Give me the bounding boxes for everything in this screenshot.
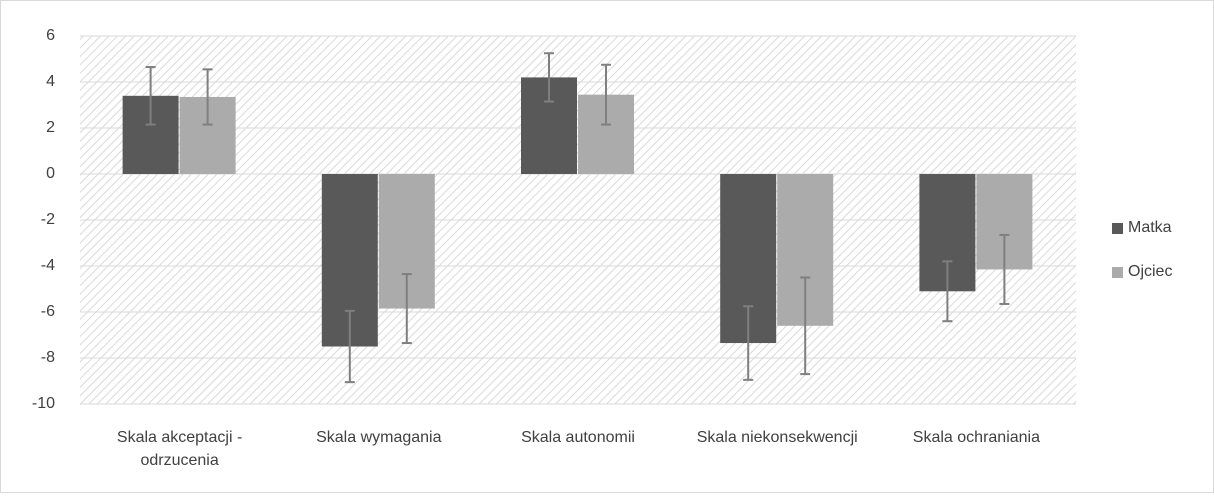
error-bar xyxy=(344,309,355,384)
x-tick-label-line: Skala ochraniania xyxy=(913,429,1040,446)
y-tick-label: 6 xyxy=(46,27,55,44)
x-tick-label: Skala wymagania xyxy=(316,429,442,446)
y-tick-label: -6 xyxy=(41,303,55,320)
error-bar xyxy=(800,276,811,376)
x-tick-label-line: Skala autonomii xyxy=(521,429,635,446)
legend-swatch xyxy=(1112,223,1123,234)
error-bar xyxy=(743,305,754,381)
x-tick-label-line: Skala niekonsekwencji xyxy=(697,429,858,446)
y-tick-label: -8 xyxy=(41,349,55,366)
x-tick-label: Skala akceptacji - odrzucenia xyxy=(117,429,242,469)
x-tick-label: Skala autonomii xyxy=(521,429,635,446)
y-tick-label: 0 xyxy=(46,165,55,182)
y-tick-label: -10 xyxy=(32,395,55,412)
error-bar xyxy=(202,68,213,126)
error-bar xyxy=(145,66,156,126)
x-tick-label-line: Skala wymagania xyxy=(316,429,442,446)
error-bar xyxy=(942,260,953,323)
legend-swatch xyxy=(1112,267,1123,278)
y-tick-label: -2 xyxy=(41,211,55,228)
legend-label: Ojciec xyxy=(1128,263,1172,280)
x-tick-label-line: Skala akceptacji - xyxy=(117,429,242,446)
error-bar xyxy=(401,273,412,345)
y-tick-label: 2 xyxy=(46,119,55,136)
x-tick-label-line: odrzucenia xyxy=(140,452,218,469)
legend-label: Matka xyxy=(1128,219,1172,236)
error-bar xyxy=(999,233,1010,305)
error-bar xyxy=(601,63,611,126)
error-bar xyxy=(544,52,554,103)
x-tick-label: Skala ochraniania xyxy=(913,429,1040,446)
y-tick-label: 4 xyxy=(46,73,55,90)
x-tick-label: Skala niekonsekwencji xyxy=(697,429,858,446)
y-tick-label: -4 xyxy=(41,257,55,274)
